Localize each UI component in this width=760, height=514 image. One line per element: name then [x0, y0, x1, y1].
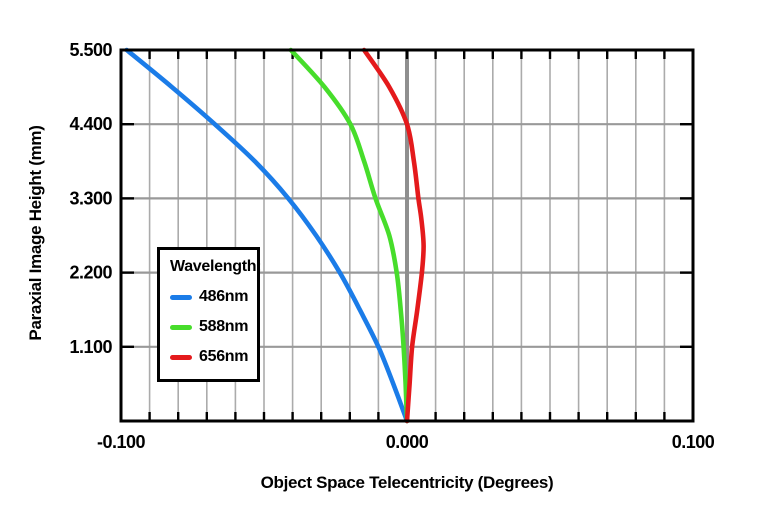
y-tick-label: 4.400: [69, 114, 112, 134]
legend-label-588nm: 588nm: [199, 318, 249, 335]
y-tick-label: 1.100: [69, 337, 112, 357]
legend-swatch-588nm: [170, 324, 192, 330]
plot-border: [119, 48, 695, 423]
y-tick-label: 3.300: [69, 188, 112, 208]
legend-item-486nm: 486nm: [170, 287, 257, 307]
y-tick-label: 2.200: [69, 263, 112, 283]
y-axis-title: Paraxial Image Height (mm): [26, 125, 45, 341]
legend-label-486nm: 486nm: [199, 288, 249, 305]
x-tick-label: 0.100: [672, 432, 715, 452]
legend-item-588nm: 588nm: [170, 317, 257, 337]
x-tick-label: 0.000: [386, 432, 429, 452]
legend-title: Wavelength:: [170, 258, 262, 275]
x-tick-label: -0.100: [97, 432, 146, 452]
legend-item-656nm: 656nm: [170, 347, 257, 367]
curve-588nm: [288, 47, 410, 424]
legend-swatch-656nm: [170, 354, 192, 360]
x-axis-title: Object Space Telecentricity (Degrees): [260, 473, 554, 492]
curve-486nm: [124, 47, 410, 424]
legend-swatch-486nm: [170, 294, 192, 300]
legend-box: Wavelength: 486nm 588nm 656nm: [157, 247, 262, 382]
y-tick-label: 5.500: [69, 40, 112, 60]
curve-656nm: [361, 47, 426, 424]
legend-label-656nm: 656nm: [199, 348, 249, 365]
